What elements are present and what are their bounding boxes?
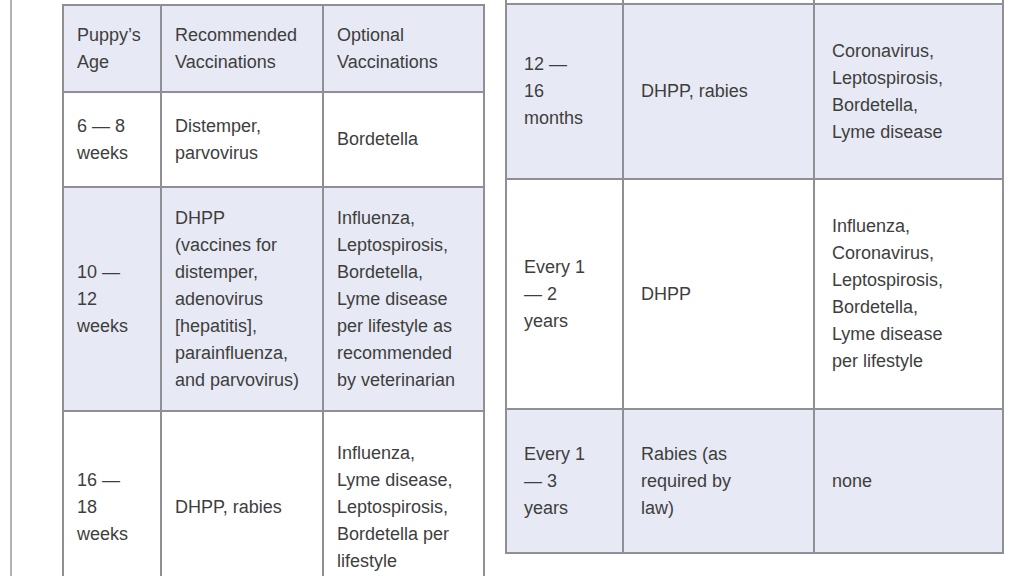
table-cell-age: 10 — 12 weeks: [64, 188, 160, 410]
table-cell-optional: Influenza, Leptospirosis, Bordetella, Ly…: [324, 188, 483, 410]
table-cell-optional: Influenza, Coronavirus, Leptospirosis, B…: [815, 180, 1002, 408]
header-cell-optional-vaccinations: Optional Vaccinations: [324, 6, 483, 91]
table-cell-age: 12 — 16 months: [507, 5, 622, 178]
table-cell-recommended: Rabies (as required by law): [624, 410, 813, 552]
clipped-row-cell: [815, 0, 1002, 3]
puppy-vaccination-table: Puppy’s Age Recommended Vaccinations Opt…: [62, 4, 485, 576]
table-cell-recommended: Distemper, parvovirus: [162, 93, 322, 186]
page-edge-line: [10, 0, 12, 576]
table-cell-optional: none: [815, 410, 1002, 552]
table-cell-recommended: DHPP, rabies: [624, 5, 813, 178]
clipped-row-cell: [507, 0, 622, 3]
table-cell-recommended: DHPP (vaccines for distemper, adenovirus…: [162, 188, 322, 410]
table-cell-age: 16 — 18 weeks: [64, 412, 160, 576]
header-cell-puppys-age: Puppy’s Age: [64, 6, 160, 91]
table-cell-optional: Influenza, Lyme disease, Leptospirosis, …: [324, 412, 483, 576]
table-cell-age: Every 1 — 2 years: [507, 180, 622, 408]
document-page: Puppy’s Age Recommended Vaccinations Opt…: [0, 0, 1024, 576]
table-cell-age: 6 — 8 weeks: [64, 93, 160, 186]
table-cell-optional: Coronavirus, Leptospirosis, Bordetella, …: [815, 5, 1002, 178]
table-cell-age: Every 1 — 3 years: [507, 410, 622, 552]
table-cell-optional: Bordetella: [324, 93, 483, 186]
adult-vaccination-table: 12 — 16 months DHPP, rabies Coronavirus,…: [505, 0, 1004, 554]
table-cell-recommended: DHPP: [624, 180, 813, 408]
table-cell-recommended: DHPP, rabies: [162, 412, 322, 576]
clipped-row-cell: [624, 0, 813, 3]
header-cell-recommended-vaccinations: Recommended Vaccinations: [162, 6, 322, 91]
